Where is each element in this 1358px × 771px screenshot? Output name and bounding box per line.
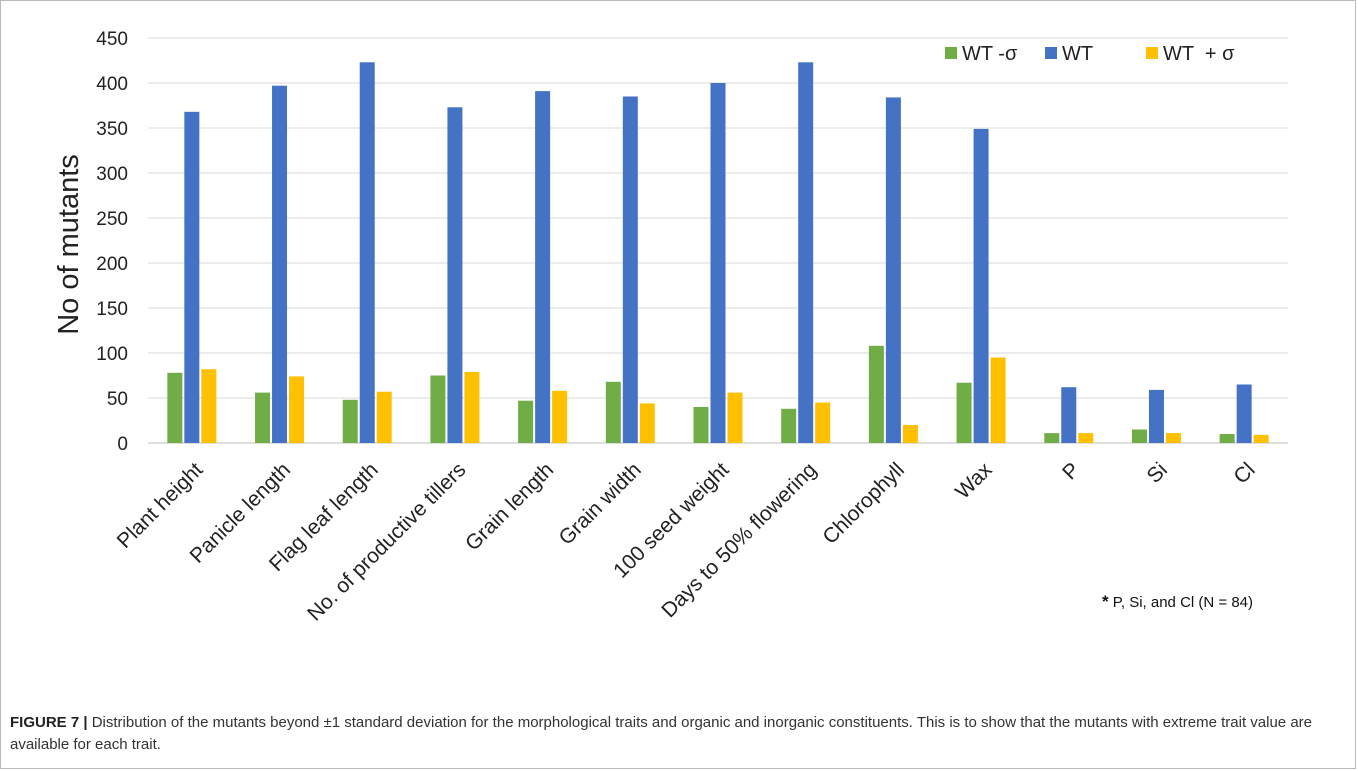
x-tick-label: Grain width	[554, 458, 645, 549]
bar-plus-sigma	[1165, 433, 1181, 443]
x-tick-label: No. of productive tillers	[303, 458, 470, 625]
x-tick-label: Si	[1143, 458, 1172, 487]
bar-plus-sigma	[727, 392, 743, 443]
legend-swatch	[945, 47, 957, 59]
legend: WT -σ WT WT + σ	[945, 43, 1235, 65]
bar-wt	[359, 62, 375, 444]
bar-plus-sigma	[464, 371, 480, 443]
bar-plus-sigma	[1078, 433, 1094, 443]
bar-minus-sigma	[518, 400, 534, 443]
bar-minus-sigma	[781, 408, 797, 443]
y-tick-label: 250	[96, 209, 128, 230]
figure-caption: FIGURE 7 | Distribution of the mutants b…	[10, 712, 1348, 756]
bar-minus-sigma	[1044, 433, 1060, 443]
footnote: * P, Si, and Cl (N = 84)	[1102, 592, 1253, 612]
bars	[167, 62, 1269, 444]
y-tick-label: 100	[96, 344, 128, 365]
y-axis-label: No of mutants	[53, 154, 85, 335]
x-tick-label: Cl	[1229, 458, 1259, 488]
legend-swatch	[1146, 47, 1158, 59]
bar-wt	[973, 128, 989, 443]
x-tick-label: Chlorophyll	[818, 458, 909, 549]
y-tick-label: 450	[96, 29, 128, 50]
footnote-star: *	[1102, 592, 1109, 611]
bar-wt	[184, 111, 200, 444]
legend-label: WT + σ	[1163, 43, 1235, 65]
y-axis-ticks: 0 50 100 150 200 250 300 350 400 450	[96, 29, 128, 455]
bar-minus-sigma	[1131, 429, 1147, 443]
bar-minus-sigma	[605, 381, 621, 443]
x-tick-label: Days to 50% flowering	[657, 458, 821, 622]
bar-wt	[885, 97, 901, 444]
y-tick-label: 400	[96, 74, 128, 95]
bar-wt	[710, 83, 726, 443]
bar-minus-sigma	[255, 392, 271, 443]
bar-chart: 0 50 100 150 200 250 300 350 400 450 Plant height…	[53, 29, 1288, 626]
bar-minus-sigma	[956, 382, 972, 443]
caption-label: FIGURE 7 |	[10, 714, 88, 731]
footnote-text: P, Si, and Cl (N = 84)	[1112, 594, 1254, 611]
bar-plus-sigma	[1253, 434, 1269, 443]
bar-plus-sigma	[289, 376, 305, 443]
y-tick-label: 50	[107, 389, 128, 410]
bar-plus-sigma	[990, 357, 1006, 443]
y-tick-label: 300	[96, 164, 128, 185]
y-tick-label: 150	[96, 299, 128, 320]
bar-wt	[1148, 389, 1164, 443]
bar-plus-sigma	[902, 425, 918, 443]
bar-wt	[447, 107, 463, 444]
legend-label: WT -σ	[962, 43, 1018, 65]
y-tick-label: 350	[96, 119, 128, 140]
bar-plus-sigma	[639, 403, 655, 443]
bar-wt	[622, 96, 638, 443]
bar-plus-sigma	[815, 402, 831, 443]
bar-plus-sigma	[201, 369, 217, 443]
bar-plus-sigma	[552, 390, 568, 443]
x-tick-label: Plant height	[113, 458, 208, 553]
x-tick-label: Grain length	[461, 458, 558, 555]
bar-wt	[798, 62, 814, 444]
bar-minus-sigma	[342, 399, 358, 443]
bar-wt	[535, 91, 551, 443]
bar-minus-sigma	[693, 407, 709, 443]
bar-minus-sigma	[167, 372, 183, 443]
legend-label: WT	[1062, 43, 1093, 65]
bar-minus-sigma	[430, 375, 446, 443]
x-tick-label: Wax	[951, 458, 997, 504]
x-tick-label: P	[1058, 458, 1084, 484]
y-tick-label: 200	[96, 254, 128, 275]
bar-minus-sigma	[1219, 434, 1235, 443]
legend-swatch	[1045, 47, 1057, 59]
y-tick-label: 0	[117, 434, 128, 455]
bar-wt	[1061, 387, 1077, 443]
bar-wt	[272, 85, 288, 443]
bar-plus-sigma	[376, 391, 392, 443]
bar-minus-sigma	[868, 345, 884, 443]
caption-text: Distribution of the mutants beyond ±1 st…	[10, 714, 1312, 753]
bar-wt	[1236, 384, 1252, 443]
